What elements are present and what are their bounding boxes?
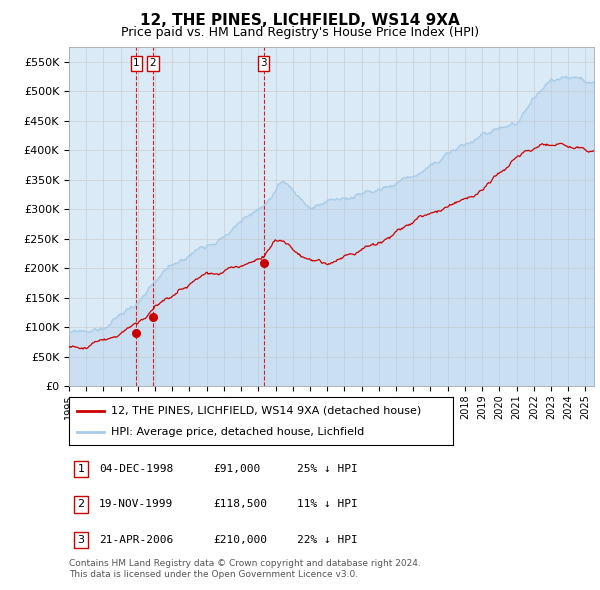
Text: 1: 1 <box>77 464 85 474</box>
Text: 21-APR-2006: 21-APR-2006 <box>99 535 173 545</box>
Text: 22% ↓ HPI: 22% ↓ HPI <box>297 535 358 545</box>
Text: 11% ↓ HPI: 11% ↓ HPI <box>297 500 358 509</box>
Text: 12, THE PINES, LICHFIELD, WS14 9XA (detached house): 12, THE PINES, LICHFIELD, WS14 9XA (deta… <box>111 405 421 415</box>
Text: 2: 2 <box>77 500 85 509</box>
Text: Price paid vs. HM Land Registry's House Price Index (HPI): Price paid vs. HM Land Registry's House … <box>121 26 479 39</box>
Text: 2: 2 <box>149 58 157 68</box>
Text: £91,000: £91,000 <box>213 464 260 474</box>
Text: 12, THE PINES, LICHFIELD, WS14 9XA: 12, THE PINES, LICHFIELD, WS14 9XA <box>140 13 460 28</box>
Text: 19-NOV-1999: 19-NOV-1999 <box>99 500 173 509</box>
Text: 04-DEC-1998: 04-DEC-1998 <box>99 464 173 474</box>
Text: 25% ↓ HPI: 25% ↓ HPI <box>297 464 358 474</box>
Text: 1: 1 <box>133 58 140 68</box>
Text: HPI: Average price, detached house, Lichfield: HPI: Average price, detached house, Lich… <box>111 427 364 437</box>
Text: 3: 3 <box>260 58 267 68</box>
Text: 3: 3 <box>77 535 85 545</box>
Text: £210,000: £210,000 <box>213 535 267 545</box>
Text: This data is licensed under the Open Government Licence v3.0.: This data is licensed under the Open Gov… <box>69 571 358 579</box>
Text: £118,500: £118,500 <box>213 500 267 509</box>
Text: Contains HM Land Registry data © Crown copyright and database right 2024.: Contains HM Land Registry data © Crown c… <box>69 559 421 568</box>
